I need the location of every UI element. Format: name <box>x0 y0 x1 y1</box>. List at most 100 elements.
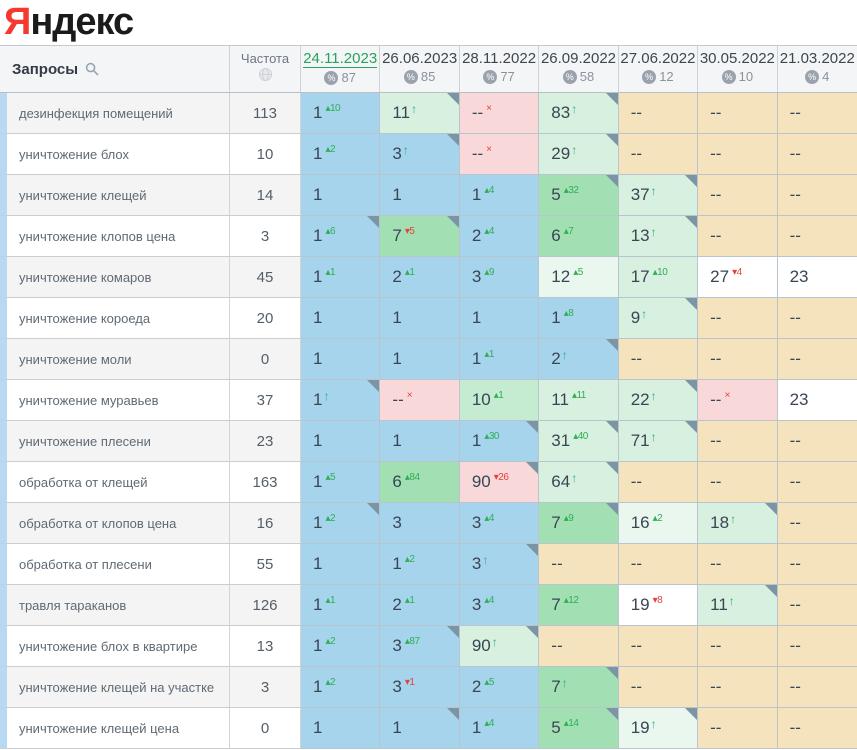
position-cell[interactable]: 7 ▴9 <box>539 503 619 544</box>
query-cell[interactable]: уничтожение комаров <box>7 257 230 298</box>
position-cell[interactable]: 7 ↑ <box>539 667 619 708</box>
query-cell[interactable]: обработка от клопов цена <box>7 503 230 544</box>
position-cell[interactable]: 10 ▴1 <box>459 380 540 421</box>
position-cell[interactable]: -- × <box>380 380 460 421</box>
date-column-header[interactable]: 28.11.2022 % 77 <box>460 46 540 92</box>
position-cell[interactable]: 3 ▴87 <box>380 626 460 667</box>
position-cell[interactable]: 11 ↑ <box>380 93 460 134</box>
position-cell[interactable]: 17 ▴10 <box>618 257 699 298</box>
position-cell[interactable]: 1 <box>380 175 460 216</box>
position-cell[interactable]: -- <box>777 298 857 339</box>
query-cell[interactable]: дезинфекция помещений <box>7 93 230 134</box>
row-select-strip[interactable] <box>0 626 7 667</box>
position-cell[interactable]: -- <box>777 216 857 257</box>
query-cell[interactable]: уничтожение моли <box>7 339 230 380</box>
row-select-strip[interactable] <box>0 544 7 585</box>
position-cell[interactable]: -- <box>777 175 857 216</box>
position-cell[interactable]: -- <box>698 93 778 134</box>
frequency-header[interactable]: Частота <box>230 46 301 92</box>
query-cell[interactable]: уничтожение клопов цена <box>7 216 230 257</box>
date-column-header[interactable]: 30.05.2022 % 10 <box>698 46 778 92</box>
position-cell[interactable]: -- <box>777 667 857 708</box>
position-cell[interactable]: 1 ▴2 <box>380 544 460 585</box>
position-cell[interactable]: 19 ↑ <box>618 708 699 749</box>
position-cell[interactable]: 1 ▴4 <box>459 708 540 749</box>
position-cell[interactable]: 1 <box>301 708 381 749</box>
position-cell[interactable]: -- <box>698 708 778 749</box>
query-cell[interactable]: уничтожение короеда <box>7 298 230 339</box>
date-label[interactable]: 24.11.2023 <box>303 50 378 68</box>
position-cell[interactable]: -- <box>618 462 699 503</box>
position-cell[interactable]: -- <box>698 175 778 216</box>
position-cell[interactable]: -- <box>618 93 699 134</box>
position-cell[interactable]: -- <box>698 421 778 462</box>
position-cell[interactable]: 1 <box>301 421 381 462</box>
position-cell[interactable]: -- × <box>698 380 778 421</box>
position-cell[interactable]: 1 ▴1 <box>459 339 540 380</box>
query-cell[interactable]: уничтожение муравьев <box>7 380 230 421</box>
row-select-strip[interactable] <box>0 175 7 216</box>
position-cell[interactable]: 1 ▴2 <box>301 626 381 667</box>
row-select-strip[interactable] <box>0 708 7 749</box>
position-cell[interactable]: 2 ▴4 <box>459 216 540 257</box>
date-label[interactable]: 30.05.2022 <box>699 50 775 67</box>
query-cell[interactable]: обработка от клещей <box>7 462 230 503</box>
position-cell[interactable]: 9 ↑ <box>618 298 699 339</box>
position-cell[interactable]: 3 ▾1 <box>380 667 460 708</box>
position-cell[interactable]: 1 <box>301 175 381 216</box>
position-cell[interactable]: 5 ▴14 <box>539 708 619 749</box>
position-cell[interactable]: -- <box>618 667 699 708</box>
position-cell[interactable]: 7 ▴12 <box>539 585 619 626</box>
position-cell[interactable]: 2 ▴1 <box>380 257 460 298</box>
position-cell[interactable]: 23 <box>777 257 857 298</box>
position-cell[interactable]: -- <box>539 544 619 585</box>
position-cell[interactable]: 1 <box>380 708 460 749</box>
position-cell[interactable]: -- × <box>459 134 540 175</box>
position-cell[interactable]: 11 ↑ <box>698 585 778 626</box>
position-cell[interactable]: 7 ▾5 <box>380 216 460 257</box>
position-cell[interactable]: 2 ↑ <box>539 339 619 380</box>
position-cell[interactable]: -- <box>777 93 857 134</box>
position-cell[interactable]: 3 ▴4 <box>459 503 540 544</box>
position-cell[interactable]: 13 ↑ <box>618 216 699 257</box>
position-cell[interactable]: 3 ↑ <box>380 134 460 175</box>
position-cell[interactable]: 18 ↑ <box>698 503 778 544</box>
position-cell[interactable]: 1 ▴30 <box>459 421 540 462</box>
position-cell[interactable]: 1 ↑ <box>301 380 381 421</box>
yandex-logo[interactable]: Яндекс <box>4 1 134 44</box>
position-cell[interactable]: 37 ↑ <box>618 175 699 216</box>
position-cell[interactable]: 11 ▴11 <box>539 380 619 421</box>
position-cell[interactable]: 1 <box>301 544 381 585</box>
date-column-header[interactable]: 26.09.2022 % 58 <box>539 46 619 92</box>
date-label[interactable]: 28.11.2022 <box>462 50 537 67</box>
row-select-strip[interactable] <box>0 667 7 708</box>
row-select-strip[interactable] <box>0 503 7 544</box>
query-cell[interactable]: уничтожение клещей <box>7 175 230 216</box>
position-cell[interactable]: 2 ▴1 <box>380 585 460 626</box>
row-select-strip[interactable] <box>0 298 7 339</box>
position-cell[interactable]: -- <box>777 708 857 749</box>
position-cell[interactable]: 1 <box>380 298 460 339</box>
date-column-header[interactable]: 24.11.2023 % 87 <box>301 46 381 92</box>
position-cell[interactable]: 1 ▴4 <box>459 175 540 216</box>
position-cell[interactable]: -- <box>618 134 699 175</box>
position-cell[interactable]: 2 ▴5 <box>459 667 540 708</box>
position-cell[interactable]: 27 ▾4 <box>698 257 778 298</box>
position-cell[interactable]: -- <box>777 626 857 667</box>
date-column-header[interactable]: 21.03.2022 % 4 <box>778 46 857 92</box>
position-cell[interactable]: 16 ▴2 <box>618 503 699 544</box>
position-cell[interactable]: -- <box>777 503 857 544</box>
position-cell[interactable]: 22 ↑ <box>618 380 699 421</box>
position-cell[interactable]: -- <box>618 339 699 380</box>
date-label[interactable]: 27.06.2022 <box>620 50 696 67</box>
row-select-strip[interactable] <box>0 462 7 503</box>
position-cell[interactable]: 1 <box>380 339 460 380</box>
position-cell[interactable]: 23 <box>777 380 857 421</box>
position-cell[interactable]: -- <box>698 339 778 380</box>
position-cell[interactable]: -- <box>698 667 778 708</box>
position-cell[interactable]: -- <box>698 462 778 503</box>
position-cell[interactable]: -- × <box>459 93 540 134</box>
position-cell[interactable]: -- <box>777 585 857 626</box>
row-select-strip[interactable] <box>0 380 7 421</box>
query-cell[interactable]: уничтожение блох в квартире <box>7 626 230 667</box>
